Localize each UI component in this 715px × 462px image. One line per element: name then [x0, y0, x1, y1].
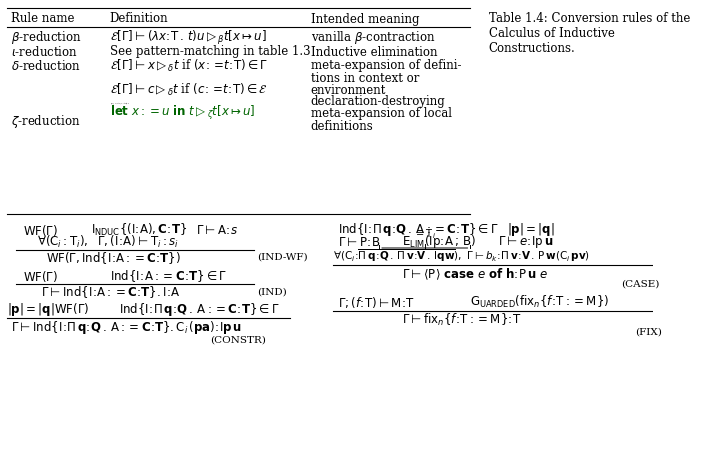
Text: $\Gamma\vdash\mathrm{A}\!:\!s$: $\Gamma\vdash\mathrm{A}\!:\!s$ [197, 224, 238, 237]
Text: meta-expansion of defini-: meta-expansion of defini- [310, 60, 461, 73]
Text: $\mathrm{WF}(\Gamma)$: $\mathrm{WF}(\Gamma)$ [23, 268, 58, 284]
Text: $\Gamma\vdash\mathrm{Ind}\{\mathrm{I}\!:\!\mathrm{A}:=\mathbf{C}\!:\!\mathbf{T}\: $\Gamma\vdash\mathrm{Ind}\{\mathrm{I}\!:… [41, 284, 180, 300]
Text: $\Gamma\vdash\mathrm{P}\!:\!\mathrm{B}$: $\Gamma\vdash\mathrm{P}\!:\!\mathrm{B}$ [338, 236, 380, 249]
Text: Intended meaning: Intended meaning [310, 12, 419, 25]
Text: (IND): (IND) [257, 287, 287, 297]
Text: $\mathcal{E}[\Gamma]\vdash x\triangleright_{\delta} t$ if $(x\!:=\!t\!:\!\mathrm: $\mathcal{E}[\Gamma]\vdash x\trianglerig… [109, 58, 268, 74]
Text: $\forall(\mathrm{C}_i:\mathrm{T}_i),\ \ \Gamma,(\mathrm{I}\!:\!\mathrm{A})\vdash: $\forall(\mathrm{C}_i:\mathrm{T}_i),\ \ … [36, 234, 179, 250]
Text: $\mathrm{Ind}\{\mathrm{I}\!:\!\mathrm{A}:=\mathbf{C}\!:\!\mathbf{T}\}\in\Gamma$: $\mathrm{Ind}\{\mathrm{I}\!:\!\mathrm{A}… [109, 268, 227, 284]
Text: (CASE): (CASE) [621, 280, 659, 288]
Text: $\mathrm{E}_{\mathrm{LIM}}(\mathrm{Ip}\!:\!\mathrm{A}\,;\,\mathrm{B})$: $\mathrm{E}_{\mathrm{LIM}}(\mathrm{Ip}\!… [402, 233, 476, 250]
Text: $\mathbf{let}\ x:=u\ \mathbf{in}\ t\triangleright_{\zeta} t[x\mapsto u]$: $\mathbf{let}\ x:=u\ \mathbf{in}\ t\tria… [109, 104, 255, 122]
Text: $\forall(\mathrm{C}_i\!:\!\overline{\Pi\,\mathbf{q}\!:\!\mathbf{Q}\,.\,\Pi\,\mat: $\forall(\mathrm{C}_i\!:\!\overline{\Pi\… [333, 248, 591, 264]
Text: $\zeta$-reduction: $\zeta$-reduction [11, 114, 80, 130]
Text: $\Gamma\vdash\langle\mathrm{P}\rangle\ \mathbf{case}\ e\ \mathbf{of}\ \mathbf{h}: $\Gamma\vdash\langle\mathrm{P}\rangle\ \… [402, 266, 548, 282]
Text: $\mathcal{E}[\Gamma]\vdash c\triangleright_{\delta} t$ if $(c\!:=\!t\!:\!\mathrm: $\mathcal{E}[\Gamma]\vdash c\trianglerig… [109, 82, 267, 98]
Text: $\mathrm{I}_{\mathrm{NDUC}}\{(\mathrm{I}\!:\!\mathrm{A}),\mathbf{C}\!:\!\mathbf{: $\mathrm{I}_{\mathrm{NDUC}}\{(\mathrm{I}… [92, 222, 187, 238]
Text: (CONSTR): (CONSTR) [210, 335, 266, 345]
Text: tions in context or: tions in context or [310, 72, 419, 85]
Text: meta-expansion of local: meta-expansion of local [310, 108, 452, 121]
Text: declaration-destroying: declaration-destroying [310, 96, 445, 109]
Text: $|\mathbf{p}|=|\mathbf{q}|$: $|\mathbf{p}|=|\mathbf{q}|$ [507, 221, 555, 238]
Text: $\Gamma\vdash e\!:\!\mathrm{Ip}\,\mathbf{u}$: $\Gamma\vdash e\!:\!\mathrm{Ip}\,\mathbf… [498, 234, 553, 250]
Text: $\mathrm{Ind}\{\mathrm{I}\!:\!\Pi\,\mathbf{q}\!:\!\mathbf{Q}\,.\,\mathrm{A}:=\ma: $\mathrm{Ind}\{\mathrm{I}\!:\!\Pi\,\math… [119, 300, 280, 317]
Text: $\delta$-reduction: $\delta$-reduction [11, 59, 81, 73]
Text: (IND-WF): (IND-WF) [257, 253, 308, 261]
Text: (FIX): (FIX) [635, 328, 661, 336]
Text: $\iota$-reduction: $\iota$-reduction [11, 45, 78, 59]
Text: $\mathrm{WF}(\Gamma)$: $\mathrm{WF}(\Gamma)$ [23, 223, 58, 237]
Text: See pattern-matching in table 1.3: See pattern-matching in table 1.3 [109, 45, 310, 59]
Text: Inductive elimination: Inductive elimination [310, 45, 437, 59]
Text: Rule name: Rule name [11, 12, 74, 25]
Text: $\beta$-reduction: $\beta$-reduction [11, 30, 82, 47]
Text: $\Gamma\vdash\mathrm{fix}_n\{f\!:\!\mathrm{T}:=\mathrm{M}\}\!:\!\mathrm{T}$: $\Gamma\vdash\mathrm{fix}_n\{f\!:\!\math… [402, 312, 521, 328]
Text: vanilla $\beta$-contraction: vanilla $\beta$-contraction [310, 30, 435, 47]
Text: $\mathrm{G}_{\mathrm{UARDED}}(\mathrm{fix}_n\{f\!:\!\mathrm{T}:=\mathrm{M}\})$: $\mathrm{G}_{\mathrm{UARDED}}(\mathrm{fi… [470, 294, 610, 310]
Text: $\mathrm{Ind}\{\mathrm{I}\!:\!\Pi\,\mathbf{q}\!:\!\mathbf{Q}\,.\,\mathrm{A}:=\ma: $\mathrm{Ind}\{\mathrm{I}\!:\!\Pi\,\math… [338, 221, 499, 238]
Text: Table 1.4: Conversion rules of the
Calculus of Inductive
Constructions.: Table 1.4: Conversion rules of the Calcu… [488, 12, 690, 55]
Text: $\Gamma;(f\!:\!\mathrm{T})\vdash\mathrm{M}\!:\!\mathrm{T}$: $\Gamma;(f\!:\!\mathrm{T})\vdash\mathrm{… [338, 294, 415, 310]
Text: definitions: definitions [310, 120, 373, 133]
Text: $\mathcal{E}[\Gamma]\vdash(\lambda x\!:\!\mathrm{T}\,.\,t)u\triangleright_{\beta: $\mathcal{E}[\Gamma]\vdash(\lambda x\!:\… [109, 29, 267, 47]
Text: $\Gamma\vdash\mathrm{Ind}\{\mathrm{I}\!:\!\Pi\,\mathbf{q}\!:\!\mathbf{Q}\,.\,\ma: $\Gamma\vdash\mathrm{Ind}\{\mathrm{I}\!:… [11, 318, 242, 335]
Text: $=\mathrm{T}_i$: $=\mathrm{T}_i$ [414, 227, 435, 241]
Text: $|\mathbf{p}|=|\mathbf{q}|\mathrm{WF}(\Gamma)$: $|\mathbf{p}|=|\mathbf{q}|\mathrm{WF}(\G… [7, 300, 89, 317]
Text: $\mathcal{E}[\Gamma]\vdash c\triangleright_{\delta} t$ if $(c\!:=\!t\!:\!\mathrm: $\mathcal{E}[\Gamma]\vdash c\trianglerig… [109, 101, 130, 107]
Text: environment: environment [310, 84, 386, 97]
Text: $\mathrm{WF}(\Gamma,\mathrm{Ind}\{\mathrm{I}\!:\!\mathrm{A}:=\mathbf{C}\!:\!\mat: $\mathrm{WF}(\Gamma,\mathrm{Ind}\{\mathr… [46, 250, 181, 266]
Text: Definition: Definition [109, 12, 168, 25]
